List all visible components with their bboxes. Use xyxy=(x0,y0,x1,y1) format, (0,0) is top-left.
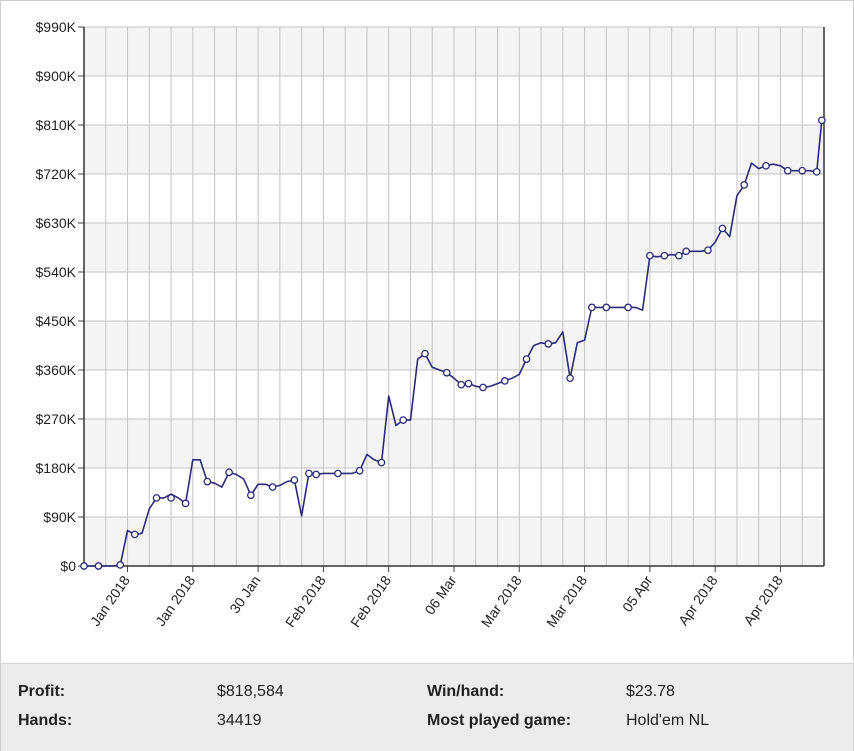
profit-data-point xyxy=(355,466,364,475)
profit-data-point xyxy=(587,303,596,312)
x-tick-label: 05 Apr xyxy=(619,572,656,615)
y-tick-label: $810K xyxy=(36,117,77,133)
profit-data-point xyxy=(817,116,826,125)
y-tick-label: $450K xyxy=(36,313,77,329)
profit-data-point xyxy=(152,494,161,502)
profit-data-point xyxy=(312,470,321,479)
y-tick-label: $180K xyxy=(36,460,77,476)
profit-data-point xyxy=(457,380,466,389)
most-played-game-label: Most played game: xyxy=(427,712,572,729)
y-tick-label: $90K xyxy=(43,509,76,525)
profit-data-point xyxy=(624,303,632,312)
profit-data-point xyxy=(704,246,712,255)
x-tick-label: Jan 2018 xyxy=(87,572,133,629)
profit-data-point xyxy=(798,166,807,175)
profit-data-point xyxy=(203,477,212,486)
profit-data-point xyxy=(718,224,727,233)
profit-value: $818,584 xyxy=(217,683,284,700)
profit-label: Profit: xyxy=(18,683,66,700)
profit-data-point xyxy=(675,251,683,260)
x-tick-label: Mar 2018 xyxy=(478,572,525,630)
profit-data-point xyxy=(566,374,574,383)
profit-data-point xyxy=(268,483,277,491)
x-tick-label: Mar 2018 xyxy=(543,572,590,630)
profit-data-point xyxy=(305,469,313,478)
profit-data-point xyxy=(421,349,429,358)
profit-data-point xyxy=(646,251,654,260)
y-tick-label: $990K xyxy=(36,19,77,35)
profit-data-point xyxy=(334,469,342,478)
profit-data-point xyxy=(544,340,553,348)
profit-data-point xyxy=(682,247,691,256)
profit-data-point xyxy=(660,251,669,260)
profit-data-point xyxy=(762,161,770,170)
profit-chart: $0 $90K $180K $270K $360K $450K $540K $630K $720… xyxy=(36,19,826,630)
x-tick-label: Feb 2018 xyxy=(282,572,329,630)
profit-data-point xyxy=(130,530,139,539)
profit-data-point xyxy=(740,181,749,189)
x-tick-label: Apr 2018 xyxy=(740,572,786,628)
profit-data-point xyxy=(602,303,611,312)
x-tick-label: Jan 2018 xyxy=(152,572,198,629)
profit-data-point xyxy=(94,562,103,570)
x-tick-label: 30 Jan xyxy=(226,573,263,617)
profit-data-point xyxy=(181,499,190,508)
y-tick-label: $540K xyxy=(36,264,77,280)
profit-data-point xyxy=(522,355,531,363)
profit-data-point xyxy=(464,379,473,388)
x-tick-label: Feb 2018 xyxy=(347,572,394,630)
profit-data-point xyxy=(80,562,88,570)
win-per-hand-value: $23.78 xyxy=(626,683,675,700)
profit-data-point xyxy=(399,416,408,424)
profit-data-point xyxy=(167,494,175,502)
profit-data-point xyxy=(500,377,509,385)
profit-data-point xyxy=(116,561,125,569)
profit-data-point xyxy=(812,167,821,176)
profit-data-point xyxy=(442,368,451,377)
profit-data-point xyxy=(479,383,487,392)
profit-data-point xyxy=(783,166,792,175)
y-tick-label: $270K xyxy=(36,411,77,427)
profit-data-point xyxy=(225,468,233,477)
win-per-hand-label: Win/hand: xyxy=(427,683,505,700)
y-tick-label: $720K xyxy=(36,166,77,182)
y-tick-label: $630K xyxy=(36,215,77,231)
most-played-game-value: Hold'em NL xyxy=(626,712,710,729)
y-tick-label: $900K xyxy=(36,68,77,84)
x-tick-label: 06 Mar xyxy=(421,572,459,617)
hands-label: Hands: xyxy=(18,712,73,729)
stats-footer: Profit: $818,584 Win/hand: $23.78 Hands:… xyxy=(1,663,853,751)
hands-value: 34419 xyxy=(217,712,262,729)
profit-data-point xyxy=(290,476,299,484)
x-tick-label: Apr 2018 xyxy=(675,572,721,628)
profit-data-point xyxy=(377,458,386,467)
y-tick-label: $360K xyxy=(36,362,77,378)
y-tick-label: $0 xyxy=(60,558,76,574)
profit-data-point xyxy=(247,491,255,500)
